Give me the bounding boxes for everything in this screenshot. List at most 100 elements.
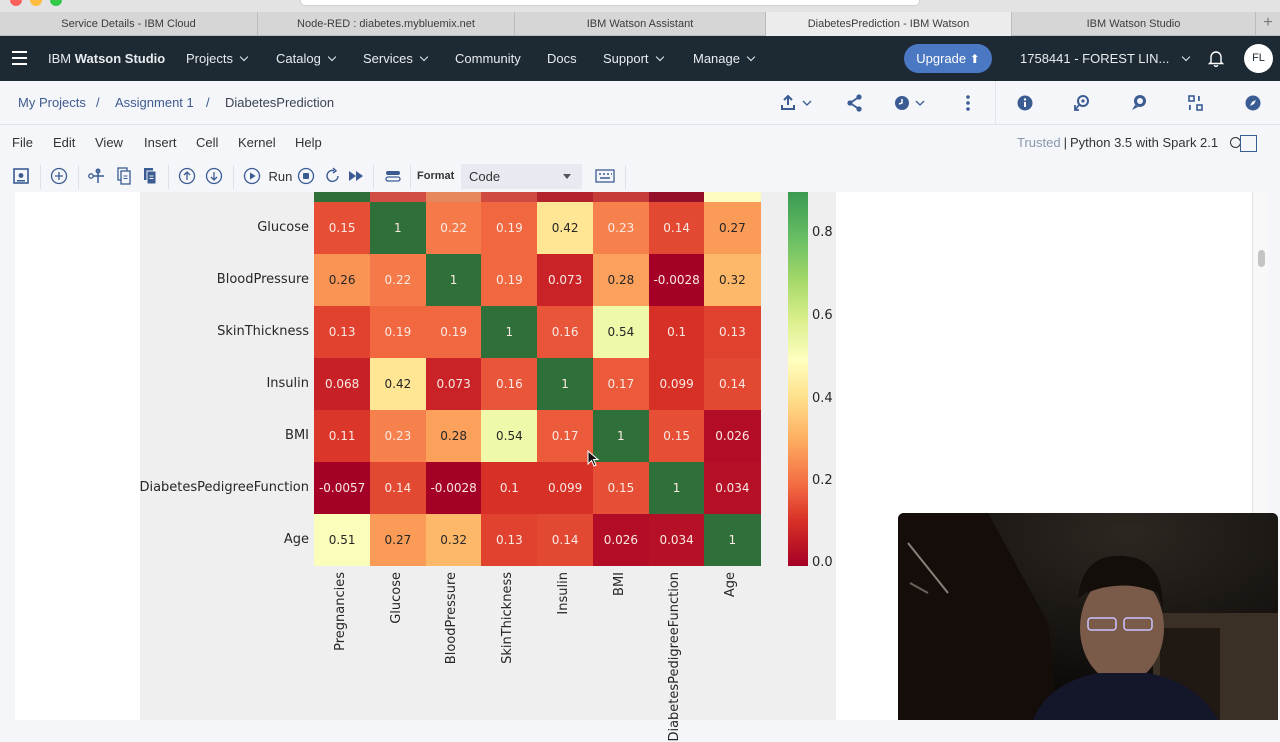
menu-help[interactable]: Help <box>295 135 322 150</box>
heatmap-cell: 0.14 <box>369 462 426 514</box>
avatar[interactable]: FL <box>1244 44 1273 73</box>
nav-services[interactable]: Services <box>363 36 429 81</box>
minimize-window-icon[interactable] <box>30 0 42 6</box>
heatmap-cell: 0.073 <box>537 254 594 306</box>
heatmap-cell-partial <box>648 192 705 202</box>
mouse-cursor-icon <box>587 449 600 473</box>
nav-label: Projects <box>186 51 233 66</box>
restart-icon[interactable] <box>324 167 342 185</box>
chevron-down-icon <box>1182 52 1191 62</box>
stop-icon[interactable] <box>297 167 315 185</box>
browser-titlebar <box>0 0 1280 12</box>
upgrade-button[interactable]: Upgrade ⬆ <box>904 44 992 73</box>
keyboard-shortcuts-icon[interactable] <box>595 167 615 185</box>
trusted-indicator[interactable]: Trusted <box>1017 135 1061 150</box>
move-down-icon[interactable] <box>205 167 223 185</box>
menu-file[interactable]: File <box>12 135 33 150</box>
cut-icon[interactable] <box>87 167 105 185</box>
copy-icon[interactable] <box>115 167 133 185</box>
divider <box>995 81 996 125</box>
notifications-bell-icon[interactable] <box>1207 49 1225 68</box>
heatmap-cell: 1 <box>592 410 649 462</box>
hamburger-menu-icon[interactable] <box>12 51 27 65</box>
heatmap-row-label: Age <box>283 532 309 547</box>
nav-manage[interactable]: Manage <box>693 36 756 81</box>
format-label: Format <box>417 170 455 182</box>
export-icon[interactable] <box>780 93 812 113</box>
colorbar-tick: 0.0 <box>812 555 833 570</box>
compass-icon[interactable] <box>1243 93 1263 113</box>
share-icon[interactable] <box>845 93 865 113</box>
cell-format-select[interactable]: Code <box>461 164 582 189</box>
heatmap-cell: 0.32 <box>704 254 761 306</box>
heatmap-cell: 0.14 <box>537 514 594 566</box>
menu-insert[interactable]: Insert <box>144 135 177 150</box>
nav-docs[interactable]: Docs <box>547 51 577 66</box>
brand-logo[interactable]: IBM Watson Studio <box>48 36 165 81</box>
heatmap-cell: 0.23 <box>592 202 649 254</box>
chevron-down-icon <box>239 52 249 62</box>
nav-projects[interactable]: Projects <box>186 36 249 81</box>
heatmap-cell: 0.19 <box>481 254 538 306</box>
info-icon[interactable] <box>1015 93 1035 113</box>
upgrade-label: Upgrade <box>916 51 967 66</box>
heatmap-col-label: BloodPressure <box>444 572 460 665</box>
breadcrumb-separator: / <box>96 95 100 110</box>
heatmap-cell: 0.26 <box>314 254 371 306</box>
fullscreen-icon[interactable] <box>1240 135 1257 152</box>
browser-tab[interactable]: IBM Watson Studio <box>1012 12 1256 36</box>
nav-catalog[interactable]: Catalog <box>276 36 337 81</box>
heatmap-cell: 0.19 <box>369 306 426 358</box>
scrollbar-thumb[interactable] <box>1258 250 1265 267</box>
account-switcher[interactable]: 1758441 - FOREST LIN... <box>1020 36 1191 81</box>
insert-cell-icon[interactable] <box>50 167 68 185</box>
nav-label: Manage <box>693 51 740 66</box>
heatmap-cell-partial <box>704 192 761 202</box>
webcam-video-overlay[interactable] <box>898 513 1278 720</box>
menu-kernel[interactable]: Kernel <box>238 135 276 150</box>
breadcrumb-my-projects[interactable]: My Projects <box>18 95 86 110</box>
kernel-name[interactable]: Python 3.5 with Spark 2.1 <box>1069 135 1219 150</box>
close-window-icon[interactable] <box>10 0 22 6</box>
new-tab-button[interactable]: + <box>1263 14 1273 31</box>
browser-tabbar: Service Details - IBM Cloud Node-RED : d… <box>0 12 1280 36</box>
heatmap-cell-partial <box>481 192 538 202</box>
save-icon[interactable] <box>12 167 30 185</box>
menu-edit[interactable]: Edit <box>53 135 76 150</box>
heatmap-cell: 1 <box>648 462 705 514</box>
browser-tab[interactable]: Service Details - IBM Cloud <box>0 12 258 36</box>
browser-tab-active[interactable]: DiabetesPrediction - IBM Watson <box>766 12 1012 36</box>
nav-support[interactable]: Support <box>603 36 664 81</box>
menu-cell[interactable]: Cell <box>196 135 219 150</box>
heatmap-row-label: Glucose <box>257 220 309 235</box>
address-bar[interactable] <box>300 0 920 6</box>
notebook-toolbar: Run Format Code <box>0 161 1280 192</box>
heatmap-cell: -0.0028 <box>648 254 705 306</box>
zoom-window-icon[interactable] <box>50 0 62 6</box>
fast-forward-icon[interactable] <box>347 167 365 185</box>
move-up-icon[interactable] <box>178 167 196 185</box>
cell-toggle-icon[interactable] <box>384 167 402 185</box>
browser-tab[interactable]: IBM Watson Assistant <box>515 12 766 36</box>
menu-view[interactable]: View <box>95 135 123 150</box>
history-clock-icon[interactable] <box>894 93 925 113</box>
heatmap-cell-partial <box>537 192 594 202</box>
account-label: 1758441 - FOREST LIN... <box>1020 51 1170 66</box>
more-options-icon[interactable] <box>958 93 978 113</box>
paste-icon[interactable] <box>141 167 159 185</box>
comments-icon[interactable] <box>1129 93 1149 113</box>
heatmap-cell: 0.17 <box>537 410 594 462</box>
breadcrumb-assignment[interactable]: Assignment 1 <box>115 95 194 110</box>
browser-tab[interactable]: Node-RED : diabetes.mybluemix.net <box>258 12 515 36</box>
heatmap-cell: 0.13 <box>314 306 371 358</box>
heatmap-col-label: DiabetesPedigreeFunction <box>667 572 683 742</box>
nav-community[interactable]: Community <box>455 51 521 66</box>
kernel-status: Trusted | Python 3.5 with Spark 2.1 <box>1017 125 1241 161</box>
find-data-icon[interactable] <box>1072 93 1092 113</box>
divider <box>410 165 411 189</box>
run-button[interactable]: Run <box>243 167 292 185</box>
heatmap-row-label: BloodPressure <box>216 272 309 287</box>
brand-prefix: IBM <box>48 51 75 66</box>
divider <box>40 165 41 189</box>
code-snippets-icon[interactable] <box>1186 93 1206 113</box>
